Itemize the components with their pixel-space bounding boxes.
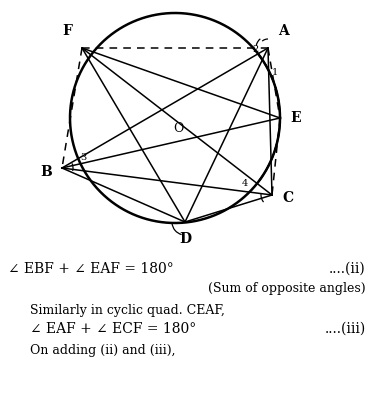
Text: ∠ EBF + ∠ EAF = 180°: ∠ EBF + ∠ EAF = 180°	[8, 262, 174, 276]
Text: E: E	[290, 111, 301, 125]
Text: 4: 4	[242, 179, 248, 188]
Text: ∠ EAF + ∠ ECF = 180°: ∠ EAF + ∠ ECF = 180°	[30, 322, 196, 336]
Text: 2: 2	[252, 45, 258, 54]
Text: 3: 3	[80, 153, 86, 162]
Text: (Sum of opposite angles): (Sum of opposite angles)	[209, 282, 366, 295]
Text: O: O	[173, 122, 183, 134]
Text: D: D	[179, 232, 191, 246]
Text: Similarly in cyclic quad. CEAF,: Similarly in cyclic quad. CEAF,	[30, 304, 225, 317]
Text: 1: 1	[272, 68, 278, 77]
Text: ....(ii): ....(ii)	[329, 262, 366, 276]
Text: B: B	[40, 165, 52, 179]
Text: On adding (ii) and (iii),: On adding (ii) and (iii),	[30, 344, 176, 357]
Text: F: F	[62, 24, 72, 38]
Text: A: A	[278, 24, 289, 38]
Text: ....(iii): ....(iii)	[325, 322, 366, 336]
Text: C: C	[282, 191, 293, 205]
